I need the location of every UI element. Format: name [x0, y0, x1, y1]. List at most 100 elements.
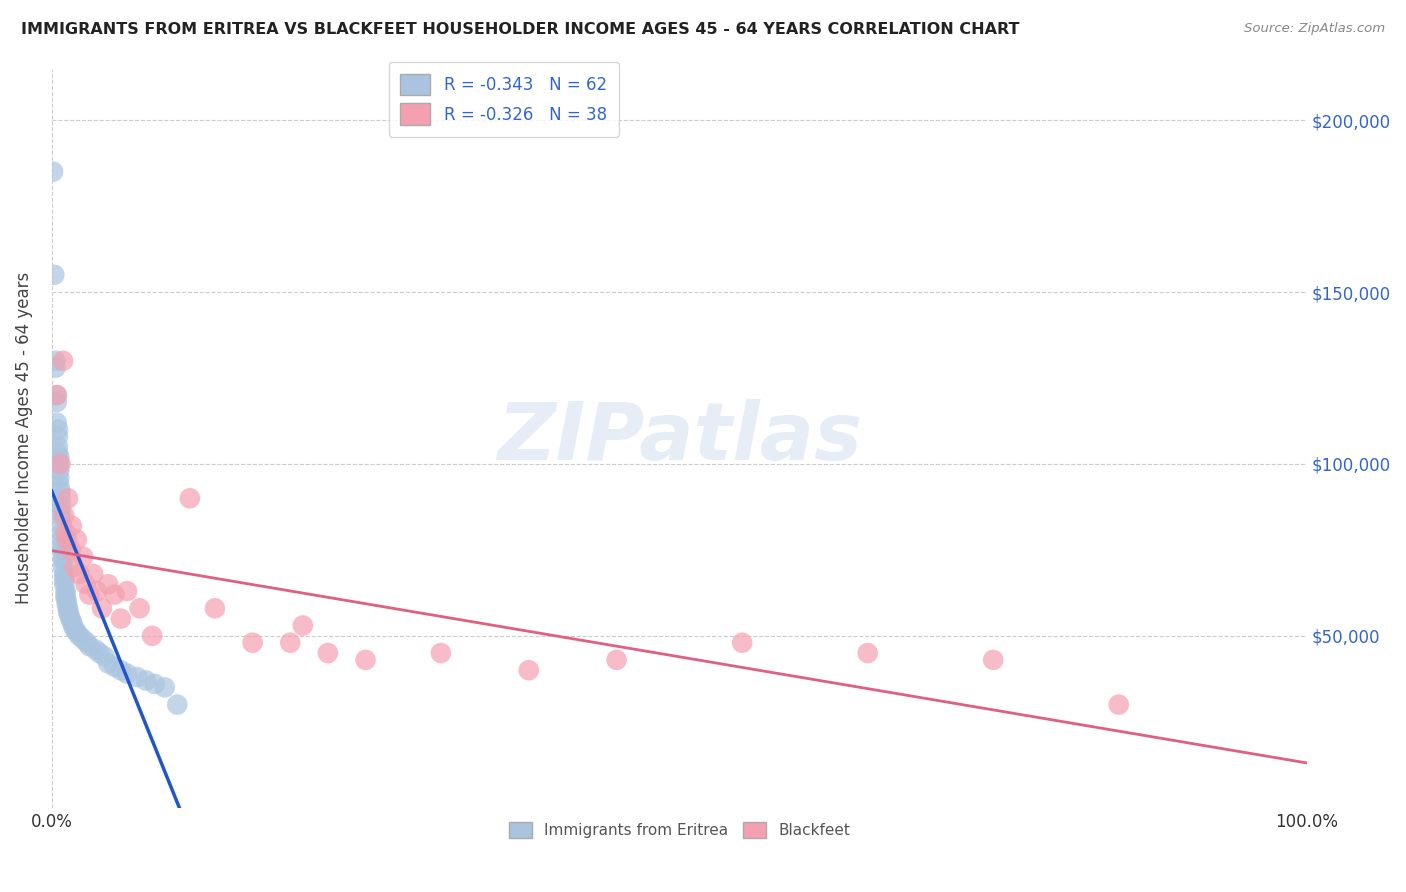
Point: [66, 625, 89, 640]
Point: [59, 542, 82, 557]
Point: [981, 653, 1004, 667]
Point: [45, 388, 67, 402]
Point: [179, 491, 201, 506]
Text: Source: ZipAtlas.com: Source: ZipAtlas.com: [1244, 22, 1385, 36]
Point: [1108, 698, 1130, 712]
Point: [731, 636, 754, 650]
Point: [166, 698, 188, 712]
Point: [51, 540, 73, 554]
Point: [56, 598, 79, 612]
Point: [127, 670, 149, 684]
Point: [110, 612, 132, 626]
Text: IMMIGRANTS FROM ERITREA VS BLACKFEET HOUSEHOLDER INCOME AGES 45 - 64 YEARS CORRE: IMMIGRANTS FROM ERITREA VS BLACKFEET HOU…: [21, 22, 1019, 37]
Point: [45, 416, 67, 430]
Point: [46, 447, 69, 461]
Point: [49, 508, 72, 523]
Point: [291, 618, 314, 632]
Point: [60, 518, 83, 533]
Point: [52, 542, 75, 557]
Point: [46, 423, 69, 437]
Point: [316, 646, 339, 660]
Point: [97, 657, 120, 671]
Point: [82, 566, 104, 581]
Point: [67, 629, 90, 643]
Text: ZIPatlas: ZIPatlas: [496, 399, 862, 477]
Point: [856, 646, 879, 660]
Point: [72, 632, 94, 647]
Point: [51, 518, 73, 533]
Point: [59, 612, 82, 626]
Point: [55, 588, 77, 602]
Point: [103, 588, 125, 602]
Point: [52, 353, 75, 368]
Point: [79, 639, 101, 653]
Point: [76, 636, 98, 650]
Point: [55, 584, 77, 599]
Point: [48, 464, 70, 478]
Point: [79, 588, 101, 602]
Point: [53, 574, 76, 588]
Point: [115, 584, 138, 599]
Point: [204, 601, 226, 615]
Point: [60, 615, 83, 629]
Point: [103, 660, 125, 674]
Point: [45, 388, 67, 402]
Point: [49, 491, 72, 506]
Point: [49, 498, 72, 512]
Point: [42, 164, 65, 178]
Point: [75, 577, 97, 591]
Point: [53, 570, 76, 584]
Point: [153, 681, 176, 695]
Point: [135, 673, 157, 688]
Point: [51, 525, 73, 540]
Point: [56, 594, 79, 608]
Point: [52, 560, 75, 574]
Point: [430, 646, 453, 660]
Point: [56, 491, 79, 506]
Legend: Immigrants from Eritrea, Blackfeet: Immigrants from Eritrea, Blackfeet: [502, 816, 856, 845]
Point: [89, 646, 111, 660]
Y-axis label: Householder Income Ages 45 - 64 years: Householder Income Ages 45 - 64 years: [15, 272, 32, 604]
Point: [606, 653, 628, 667]
Point: [242, 636, 264, 650]
Point: [55, 591, 77, 605]
Point: [45, 395, 67, 409]
Point: [62, 618, 84, 632]
Point: [48, 450, 70, 464]
Point: [86, 584, 108, 599]
Point: [66, 533, 89, 547]
Point: [51, 533, 73, 547]
Point: [128, 601, 150, 615]
Point: [91, 601, 114, 615]
Point: [48, 477, 70, 491]
Point: [56, 605, 79, 619]
Point: [354, 653, 377, 667]
Point: [517, 663, 540, 677]
Point: [55, 525, 77, 540]
Point: [93, 649, 115, 664]
Point: [58, 608, 80, 623]
Point: [44, 268, 66, 282]
Point: [49, 484, 72, 499]
Point: [63, 622, 86, 636]
Point: [110, 663, 132, 677]
Point: [67, 566, 90, 581]
Point: [72, 549, 94, 564]
Point: [115, 666, 138, 681]
Point: [53, 577, 76, 591]
Point: [52, 553, 75, 567]
Point: [46, 429, 69, 443]
Point: [44, 353, 66, 368]
Point: [56, 601, 79, 615]
Point: [63, 560, 86, 574]
Point: [52, 549, 75, 564]
Point: [143, 677, 166, 691]
Point: [48, 471, 70, 485]
Point: [97, 577, 120, 591]
Point: [56, 533, 79, 547]
Point: [53, 566, 76, 581]
Point: [46, 440, 69, 454]
Point: [141, 629, 163, 643]
Point: [53, 508, 76, 523]
Point: [84, 642, 107, 657]
